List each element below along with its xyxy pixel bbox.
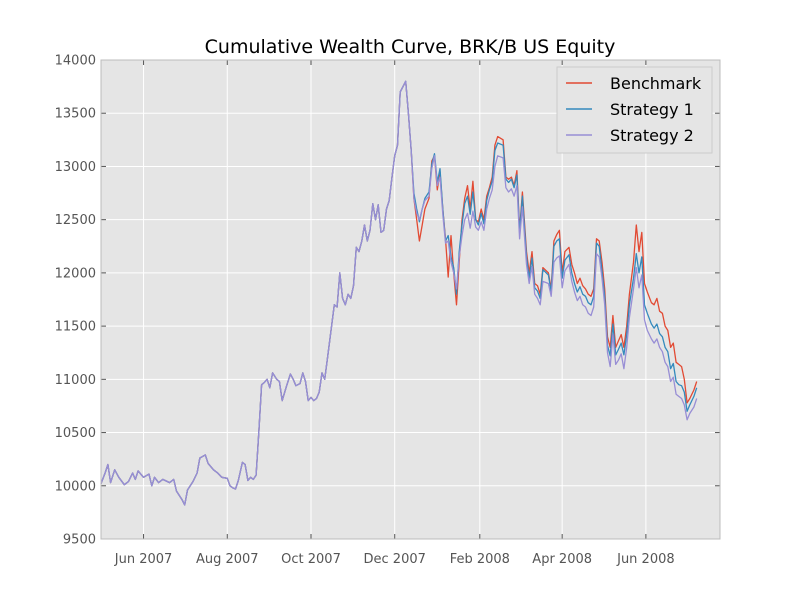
y-tick-label: 14000	[55, 54, 96, 69]
legend-label: Strategy 2	[610, 126, 694, 145]
y-tick-label: 11000	[55, 373, 96, 388]
legend-label: Strategy 1	[610, 100, 694, 119]
chart-title: Cumulative Wealth Curve, BRK/B US Equity	[205, 36, 616, 58]
legend-label: Benchmark	[610, 74, 702, 93]
y-axis-tick-labels: 9500 10000 10500 11000 11500 12000 12500 13000 1…	[55, 54, 96, 548]
x-tick-label: Jun 2008	[616, 552, 675, 567]
y-tick-label: 13500	[55, 107, 96, 122]
legend: Benchmark Strategy 1 Strategy 2	[556, 66, 713, 154]
x-tick-label: Feb 2008	[450, 552, 510, 567]
series-line-strategy-2	[100, 80, 698, 506]
x-tick-label: Aug 2007	[196, 552, 259, 567]
x-tick-label: Dec 2007	[364, 552, 426, 567]
x-tick-label: Apr 2008	[532, 552, 592, 567]
plot-frame	[100, 59, 721, 540]
y-tick-label: 11500	[55, 320, 96, 335]
y-tick-label: 12500	[55, 213, 96, 228]
x-tick-label: Oct 2007	[281, 552, 341, 567]
y-tick-label: 10500	[55, 426, 96, 441]
y-tick-label: 10000	[55, 479, 96, 494]
y-tick-label: 9500	[63, 533, 96, 548]
series-layer	[100, 80, 698, 506]
legend-box	[556, 66, 713, 154]
x-tick-label: Jun 2007	[114, 552, 173, 567]
y-tick-label: 12000	[55, 266, 96, 281]
y-tick-label: 13000	[55, 160, 96, 175]
x-axis-tick-labels: Jun 2007 Aug 2007 Oct 2007 Dec 2007 Feb 2008…	[114, 552, 675, 567]
